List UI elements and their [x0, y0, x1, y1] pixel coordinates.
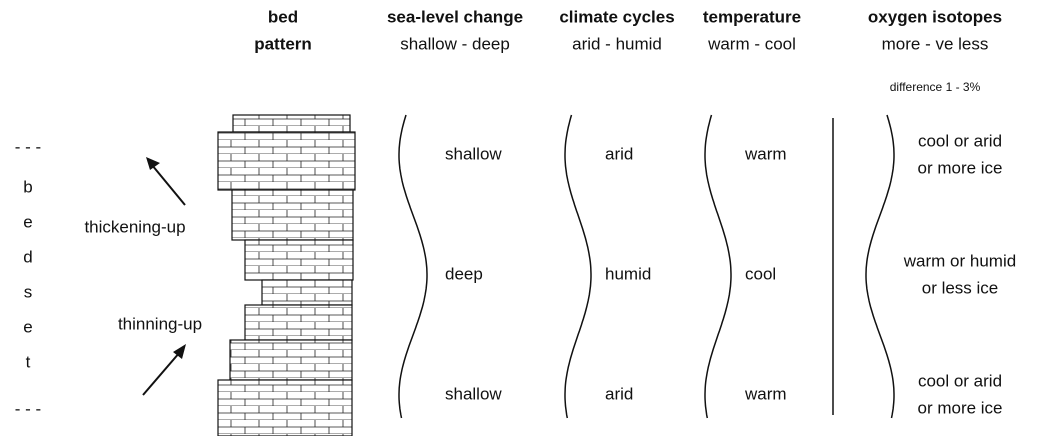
row-label: cool or arid	[918, 371, 1002, 390]
bed	[244, 304, 353, 341]
row-label: warm	[744, 384, 787, 403]
row-label: warm or humid	[903, 251, 1016, 270]
row-label: warm	[744, 144, 787, 163]
bed	[232, 114, 351, 133]
row-label: arid	[605, 144, 633, 163]
header: sea-level change	[387, 7, 523, 26]
note: difference 1 - 3%	[890, 80, 981, 94]
row-label: humid	[605, 264, 651, 283]
bedset-letter: s	[24, 282, 33, 301]
bedset-letter: b	[23, 177, 32, 196]
row-label: arid	[605, 384, 633, 403]
bedset-letter: e	[23, 212, 32, 231]
bedset-letter: e	[23, 317, 32, 336]
row-label: cool	[745, 264, 776, 283]
bed	[261, 279, 353, 306]
bedset-mark: - - -	[15, 399, 41, 418]
row-label: or more ice	[917, 398, 1002, 417]
bed-column	[217, 114, 356, 436]
header: pattern	[254, 34, 312, 53]
header: climate cycles	[559, 7, 674, 26]
subheader: arid - humid	[572, 34, 662, 53]
bed	[217, 379, 353, 436]
wave	[865, 114, 895, 419]
wave	[564, 114, 592, 419]
subheader: more - ve less	[882, 34, 989, 53]
header: temperature	[703, 7, 801, 26]
row-label: cool or arid	[918, 131, 1002, 150]
wave	[704, 114, 732, 419]
bedset-letter: d	[23, 247, 32, 266]
bedset-letter: t	[26, 352, 31, 371]
bed	[217, 131, 356, 191]
trend-label: thickening-up	[84, 217, 185, 236]
bed	[244, 239, 354, 281]
subheader: shallow - deep	[400, 34, 510, 53]
bedset-mark: - - -	[15, 137, 41, 156]
wave	[398, 114, 428, 419]
bed	[231, 189, 354, 241]
row-label: deep	[445, 264, 483, 283]
row-label: shallow	[445, 384, 502, 403]
row-label: or more ice	[917, 158, 1002, 177]
header: bed	[268, 7, 298, 26]
trend-label: thinning-up	[118, 314, 202, 333]
row-label: or less ice	[922, 278, 999, 297]
header: oxygen isotopes	[868, 7, 1002, 26]
row-label: shallow	[445, 144, 502, 163]
bed	[229, 339, 353, 381]
subheader: warm - cool	[707, 34, 796, 53]
arrows	[142, 157, 186, 396]
